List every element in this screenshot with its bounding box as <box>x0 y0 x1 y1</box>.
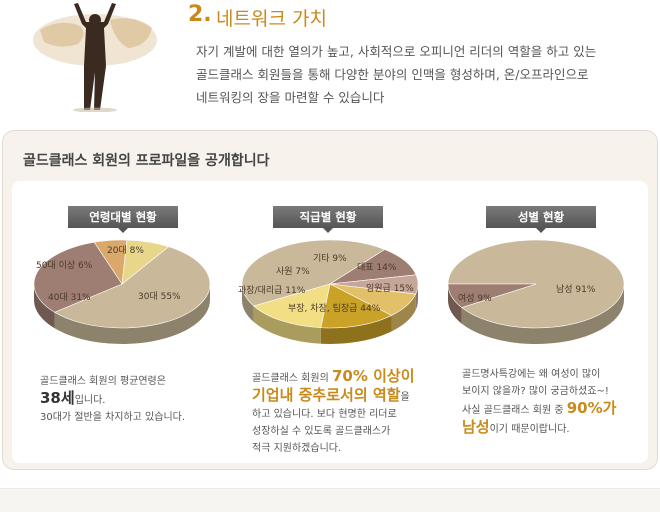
pie-slice-1 <box>33 241 123 313</box>
pie-side-wall <box>391 294 416 332</box>
pie-label-female: 여성 9% <box>458 294 492 304</box>
pie-slice-1 <box>447 283 537 308</box>
desc-line: 30대가 절반을 차지하고 있습니다. <box>40 412 186 423</box>
pie-side-wall <box>54 284 210 345</box>
pie-label-20s: 20대 8% <box>107 246 144 256</box>
pie-side-wall <box>253 306 321 344</box>
pie-label-director: 부장, 차장, 팀장급 44% <box>288 304 381 314</box>
pie-side-wall <box>461 284 624 344</box>
gender-description: 골드명사특강에는 왜 여성이 많이 보이지 않을까? 많이 궁금하셨죠~! 사실… <box>462 366 642 438</box>
desc-line: 골드명사특강에는 왜 여성이 많이 <box>462 369 601 380</box>
section-title: 네트워크 가치 <box>216 8 327 30</box>
desc-line: 성장하실 수 있도록 골드클래스가 <box>252 426 391 437</box>
gender-pie-chart <box>447 239 625 344</box>
intro-line: 골드클래스 회원들을 통해 다양한 분야의 인맥을 형성하며, 온/오프라인으로 <box>196 67 589 82</box>
businessman-map-illustration <box>33 3 157 112</box>
pie-side-wall <box>415 284 418 311</box>
rank-description: 골드클래스 회원의 70% 이상이 기업내 중추로서의 역할을 하고 있습니다.… <box>252 368 442 457</box>
age-pie-chart <box>33 239 211 345</box>
gender-highlight-2: 남성 <box>462 418 490 436</box>
gender-highlight-1: 90%가 <box>566 399 617 417</box>
pie-label-40s: 40대 31% <box>48 293 91 303</box>
intro-text: 자기 계발에 대한 열의가 높고, 사회적으로 오피니언 리더의 역할을 하고 … <box>196 40 636 109</box>
pie-label-executive: 임원급 15% <box>366 284 414 294</box>
pie-label-30s: 30대 55% <box>138 292 181 302</box>
tag-rank: 직급별 현황 <box>273 206 383 233</box>
footer-strip <box>0 488 660 512</box>
desc-text: 입니다. <box>74 395 106 406</box>
average-age-highlight: 38세 <box>40 389 75 407</box>
rank-highlight-2: 기업내 중추로서의 역할 <box>252 386 401 404</box>
desc-text: 이기 때문이랍니다. <box>489 424 570 435</box>
desc-text: 골드클래스 회원의 <box>252 373 332 384</box>
tag-gender: 성별 현황 <box>486 206 596 233</box>
desc-text: 을 <box>400 392 410 403</box>
pie-slice-0 <box>241 239 386 307</box>
pie-slice-5 <box>253 283 331 329</box>
rank-highlight-1: 70% 이상이 <box>331 367 415 385</box>
pie-label-manager: 과장/대리급 11% <box>238 286 306 296</box>
desc-line: 보이지 않을까? 많이 궁금하셨죠~! <box>462 386 609 397</box>
pie-side-wall <box>34 284 55 329</box>
pie-side-wall <box>448 284 462 324</box>
pie-slice-4 <box>320 283 393 329</box>
age-description: 골드클래스 회원의 평균연령은 38세입니다. 30대가 절반을 차지하고 있습… <box>40 373 210 426</box>
pie-label-ceo: 대표 14% <box>357 263 397 273</box>
desc-text: 사실 골드클래스 회원 중 <box>462 405 567 416</box>
pie-slice-0 <box>53 246 211 329</box>
rank-pie-chart <box>241 239 419 344</box>
pie-label-other: 기타 9% <box>313 254 347 264</box>
desc-line: 골드클래스 회원의 평균연령은 <box>40 376 166 387</box>
pie-slice-3 <box>121 239 170 285</box>
tag-age: 연령대별 현황 <box>68 206 178 233</box>
desc-line: 적극 지원하겠습니다. <box>252 443 342 454</box>
pie-side-wall <box>242 284 254 322</box>
panel-title: 골드클래스 회원의 프로파일을 공개합니다 <box>23 153 270 169</box>
desc-line: 하고 있습니다. 보다 현명한 리더로 <box>252 409 397 420</box>
pie-label-50s: 50대 이상 6% <box>36 261 93 271</box>
section-number: 2. <box>188 2 212 27</box>
intro-line: 네트워킹의 장을 마련할 수 있습니다 <box>196 90 385 105</box>
intro-line: 자기 계발에 대한 열의가 높고, 사회적으로 오피니언 리더의 역할을 하고 … <box>196 44 597 59</box>
pie-label-staff: 사원 7% <box>276 267 310 277</box>
pie-label-male: 남성 91% <box>556 285 596 295</box>
